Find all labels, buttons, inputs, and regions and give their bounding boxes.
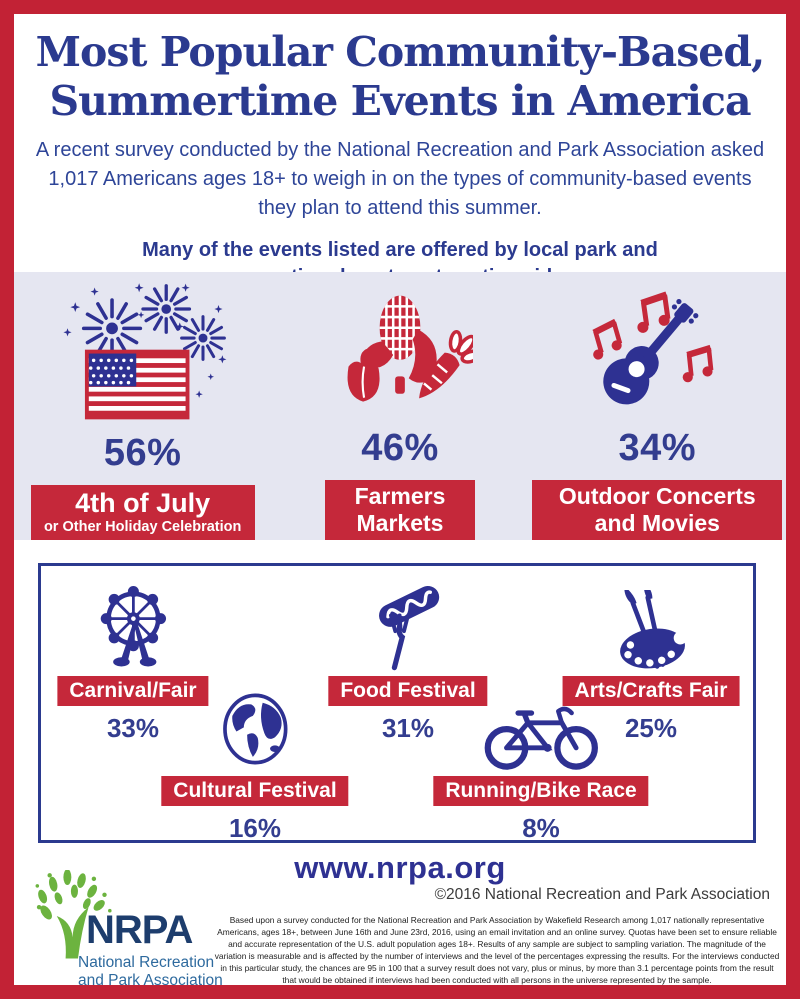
bottom-events-box: Carnival/Fair 33% Food Festival 31% [38,563,756,843]
tree-icon [35,870,112,959]
event-4th-of-july: 56% 4th of July or Other Holiday Celebra… [14,272,271,540]
ferris-wheel-icon [57,580,208,672]
guitar-music-icon [582,280,732,425]
copyright: ©2016 National Recreation and Park Assoc… [434,886,770,903]
percent-value: 25% [624,713,678,743]
event-label: Arts/Crafts Fair [562,676,740,706]
percent-value: 8% [522,813,560,843]
logo-acronym: NRPA [86,908,193,952]
event-food-festival: Food Festival 31% [328,572,488,744]
vegetables-icon [327,280,473,425]
event-label: Farmers Markets [324,480,475,540]
website-link[interactable]: www.nrpa.org [294,850,506,885]
hotdog-fork-icon [328,572,487,672]
event-label: Outdoor Concerts and Movies [532,480,783,540]
disclaimer: Based upon a survey conducted for the Na… [214,915,780,985]
title-line-2: Summertime Events in America [49,77,751,126]
event-cultural-festival: Cultural Festival 16% [161,686,349,844]
percent-value: 31% [381,713,435,743]
subtitle-line: A recent survey conducted by the Nationa… [35,139,765,162]
event-outdoor-concerts: 34% Outdoor Concerts and Movies [529,272,786,540]
note-line: Many of the events listed are offered by… [142,239,658,262]
event-label: Cultural Festival [161,776,349,806]
label-main: Markets [356,509,444,536]
title-line-1: Most Popular Community-Based, [35,28,766,76]
label-main: Farmers [354,483,446,510]
event-label: 4th of July or Other Holiday Celebration [30,485,255,540]
logo-name-line: National Recreation [78,954,215,971]
event-farmers-markets: 46% Farmers Markets [271,272,528,540]
event-label: Running/Bike Race [433,776,649,806]
header: Most Popular Community-Based, Summertime… [14,14,786,291]
page-title: Most Popular Community-Based, Summertime… [14,28,786,126]
bicycle-icon [433,696,648,772]
event-carnival-fair: Carnival/Fair 33% [57,580,209,744]
event-label: Food Festival [328,676,488,706]
flag-fireworks-icon [55,280,231,430]
label-main: Outdoor Concerts [558,483,756,510]
percent-value: 46% [361,427,439,470]
subtitle-line: 1,017 Americans ages 18+ to weigh in on … [48,168,752,191]
subtitle-line: they plan to attend this summer. [258,197,542,220]
percent-value: 16% [228,813,282,843]
percent-value: 34% [618,427,697,470]
label-main: and Movies [594,509,720,536]
paint-palette-icon [563,590,740,672]
logo-name: National Recreation and Park Association [78,954,223,990]
event-label: Carnival/Fair [57,676,209,706]
survey-description: A recent survey conducted by the Nationa… [14,136,786,223]
globe-icon [161,686,348,772]
top-events-band: 56% 4th of July or Other Holiday Celebra… [14,272,786,540]
event-running-bike-race: Running/Bike Race 8% [433,696,649,844]
percent-value: 33% [106,713,160,743]
nrpa-logo: NRPA National Recreation and Park Associ… [30,868,223,985]
event-arts-crafts-fair: Arts/Crafts Fair 25% [562,590,740,744]
label-main: 4th of July [75,488,211,519]
label-sub: or Other Holiday Celebration [43,519,242,536]
percent-value: 56% [103,432,182,474]
logo-name-line: and Park Association [78,972,223,990]
